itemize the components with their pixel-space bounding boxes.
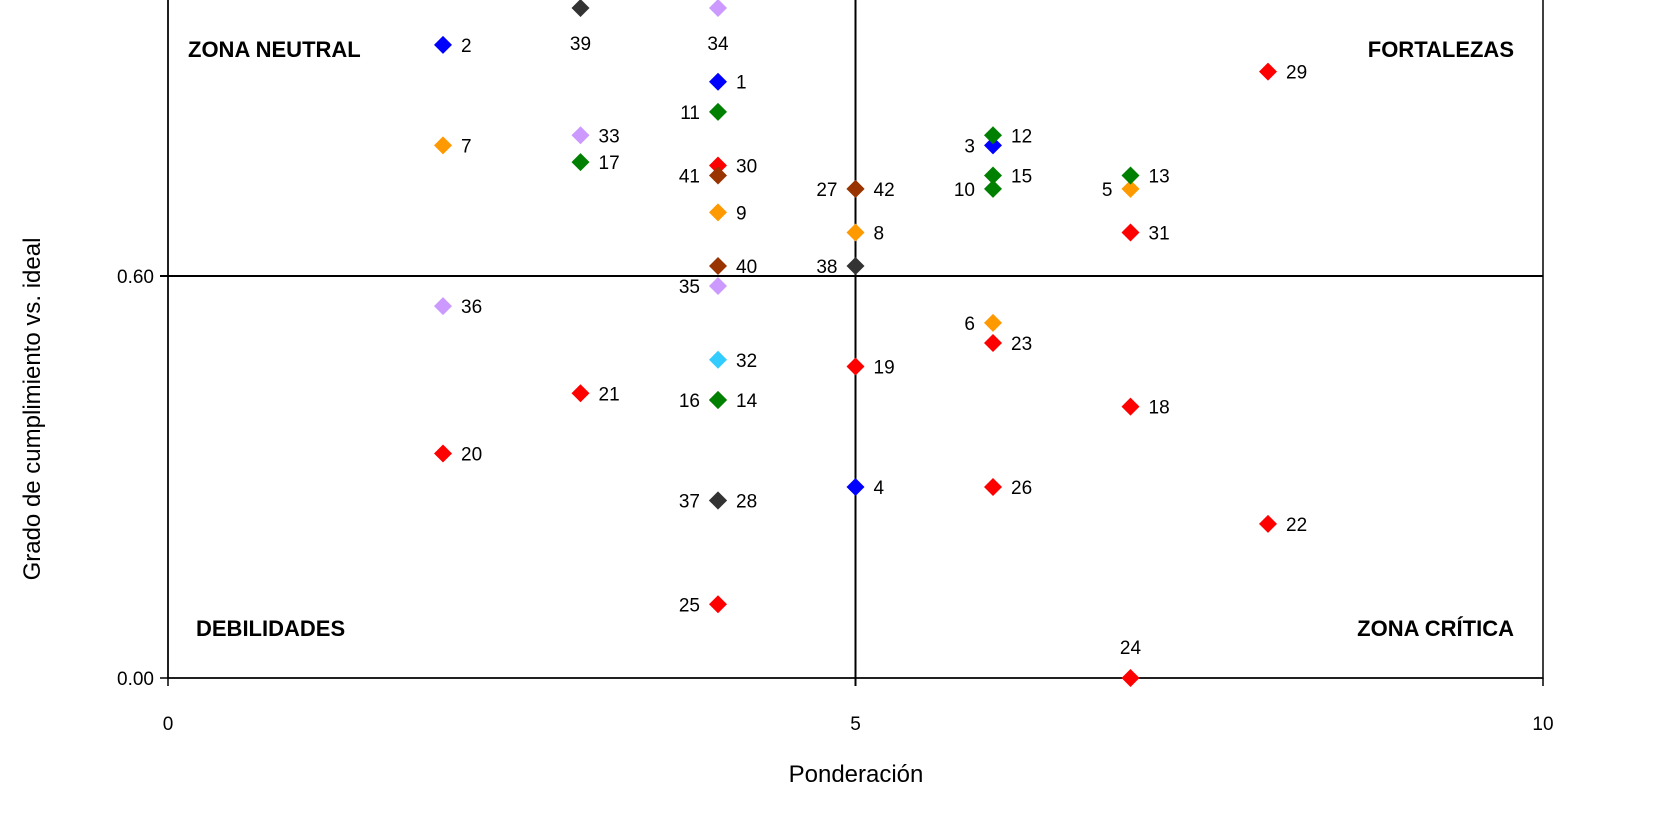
point-23 — [984, 334, 1002, 352]
point-37 — [709, 491, 727, 510]
x-tick-label: 5 — [850, 714, 861, 735]
point-label-32: 32 — [736, 351, 757, 372]
point-label-35: 35 — [679, 277, 700, 298]
x-axis-title: Ponderación — [789, 761, 924, 788]
y-axis-title: Grado de cumplimiento vs. ideal — [19, 238, 46, 581]
y-tick-label: 0.60 — [117, 267, 154, 288]
point-label-20: 20 — [461, 445, 482, 466]
point-label-15: 15 — [1011, 167, 1032, 188]
point-39 — [571, 0, 590, 17]
point-label-29: 29 — [1286, 63, 1307, 84]
point-label-8: 8 — [874, 223, 885, 244]
point-10 — [984, 179, 1002, 198]
point-12 — [984, 126, 1002, 145]
point-label-1: 1 — [736, 73, 747, 94]
point-19 — [846, 357, 865, 376]
point-20 — [434, 444, 452, 463]
point-35 — [709, 277, 727, 296]
point-24 — [1121, 669, 1140, 687]
point-6 — [984, 313, 1002, 332]
point-7 — [434, 136, 452, 155]
point-label-6: 6 — [964, 314, 975, 335]
x-tick-label: 0 — [163, 714, 174, 735]
point-label-21: 21 — [599, 384, 620, 405]
point-38 — [846, 256, 865, 275]
point-label-7: 7 — [461, 136, 472, 157]
point-label-9: 9 — [736, 203, 747, 224]
point-3 — [984, 136, 1002, 155]
point-label-36: 36 — [461, 297, 482, 318]
point-label-18: 18 — [1149, 398, 1170, 419]
point-label-4: 4 — [874, 478, 885, 499]
point-36 — [434, 297, 452, 316]
point-15 — [984, 166, 1002, 185]
point-42 — [846, 179, 865, 198]
point-21 — [571, 384, 590, 403]
point-label-38: 38 — [816, 257, 837, 278]
point-label-17: 17 — [599, 153, 620, 174]
point-label-33: 33 — [599, 126, 620, 147]
point-31 — [1121, 223, 1140, 242]
point-label-31: 31 — [1149, 223, 1170, 244]
point-40 — [709, 256, 727, 275]
point-30 — [709, 156, 727, 175]
point-label-40: 40 — [736, 257, 757, 278]
point-41 — [709, 166, 727, 185]
point-label-27: 27 — [816, 180, 837, 201]
point-label-39: 39 — [570, 34, 591, 55]
point-5 — [1121, 179, 1140, 198]
point-label-25: 25 — [679, 595, 700, 616]
point-label-28: 28 — [736, 491, 757, 512]
quadrant-label-bottom-left: DEBILIDADES — [196, 616, 345, 641]
point-label-12: 12 — [1011, 126, 1032, 147]
point-label-2: 2 — [461, 36, 472, 57]
point-label-11: 11 — [680, 103, 700, 124]
point-2 — [434, 35, 452, 54]
quadrant-label-bottom-right: ZONA CRÍTICA — [1357, 616, 1514, 641]
point-label-26: 26 — [1011, 478, 1032, 499]
point-26 — [984, 478, 1002, 497]
point-4 — [846, 478, 865, 497]
point-9 — [709, 203, 727, 222]
point-1 — [709, 72, 727, 91]
point-label-5: 5 — [1102, 180, 1113, 201]
point-label-22: 22 — [1286, 515, 1307, 536]
point-label-24: 24 — [1120, 638, 1142, 659]
point-label-13: 13 — [1149, 167, 1170, 188]
point-32 — [709, 350, 727, 369]
point-34 — [709, 0, 727, 17]
point-13 — [1121, 166, 1140, 185]
point-label-41: 41 — [679, 167, 700, 188]
x-tick-label: 10 — [1532, 714, 1553, 735]
quadrant-label-top-left: ZONA NEUTRAL — [188, 37, 361, 62]
point-label-10: 10 — [954, 180, 975, 201]
point-label-14: 14 — [736, 391, 758, 412]
point-label-23: 23 — [1011, 334, 1032, 355]
point-29 — [1259, 62, 1277, 81]
point-11 — [709, 102, 727, 121]
point-label-37: 37 — [679, 491, 700, 512]
point-label-16: 16 — [679, 391, 700, 412]
y-tick-label: 0.00 — [117, 669, 154, 690]
point-17 — [571, 153, 590, 172]
quadrant-label-top-right: FORTALEZAS — [1368, 37, 1514, 62]
point-22 — [1259, 514, 1277, 533]
point-33 — [571, 126, 590, 145]
point-label-3: 3 — [964, 136, 975, 157]
point-16 — [709, 390, 727, 409]
point-18 — [1121, 397, 1140, 416]
point-label-42: 42 — [874, 180, 895, 201]
point-25 — [709, 595, 727, 614]
point-label-19: 19 — [874, 357, 895, 378]
point-8 — [846, 223, 865, 242]
point-label-34: 34 — [707, 34, 729, 55]
point-label-30: 30 — [736, 156, 757, 177]
